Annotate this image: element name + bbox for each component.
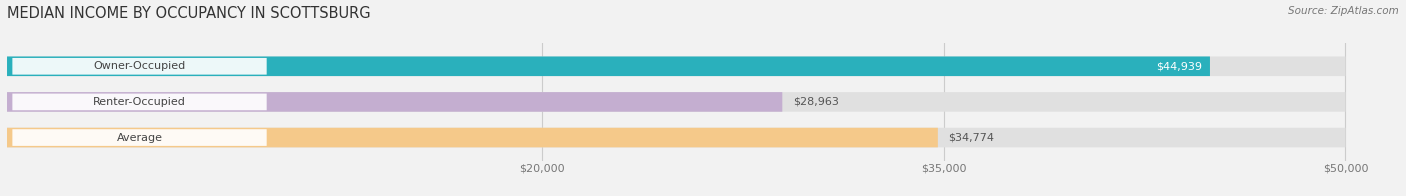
FancyBboxPatch shape: [7, 92, 782, 112]
FancyBboxPatch shape: [7, 92, 1346, 112]
Text: Average: Average: [117, 132, 163, 142]
Text: $34,774: $34,774: [949, 132, 994, 142]
Text: Source: ZipAtlas.com: Source: ZipAtlas.com: [1288, 6, 1399, 16]
FancyBboxPatch shape: [7, 56, 1346, 76]
FancyBboxPatch shape: [13, 94, 267, 110]
FancyBboxPatch shape: [7, 128, 938, 147]
Text: $28,963: $28,963: [793, 97, 839, 107]
Text: $44,939: $44,939: [1156, 61, 1202, 71]
Text: Renter-Occupied: Renter-Occupied: [93, 97, 186, 107]
Text: MEDIAN INCOME BY OCCUPANCY IN SCOTTSBURG: MEDIAN INCOME BY OCCUPANCY IN SCOTTSBURG: [7, 6, 371, 21]
FancyBboxPatch shape: [13, 58, 267, 75]
Text: Owner-Occupied: Owner-Occupied: [93, 61, 186, 71]
FancyBboxPatch shape: [7, 56, 1211, 76]
FancyBboxPatch shape: [7, 128, 1346, 147]
FancyBboxPatch shape: [13, 129, 267, 146]
